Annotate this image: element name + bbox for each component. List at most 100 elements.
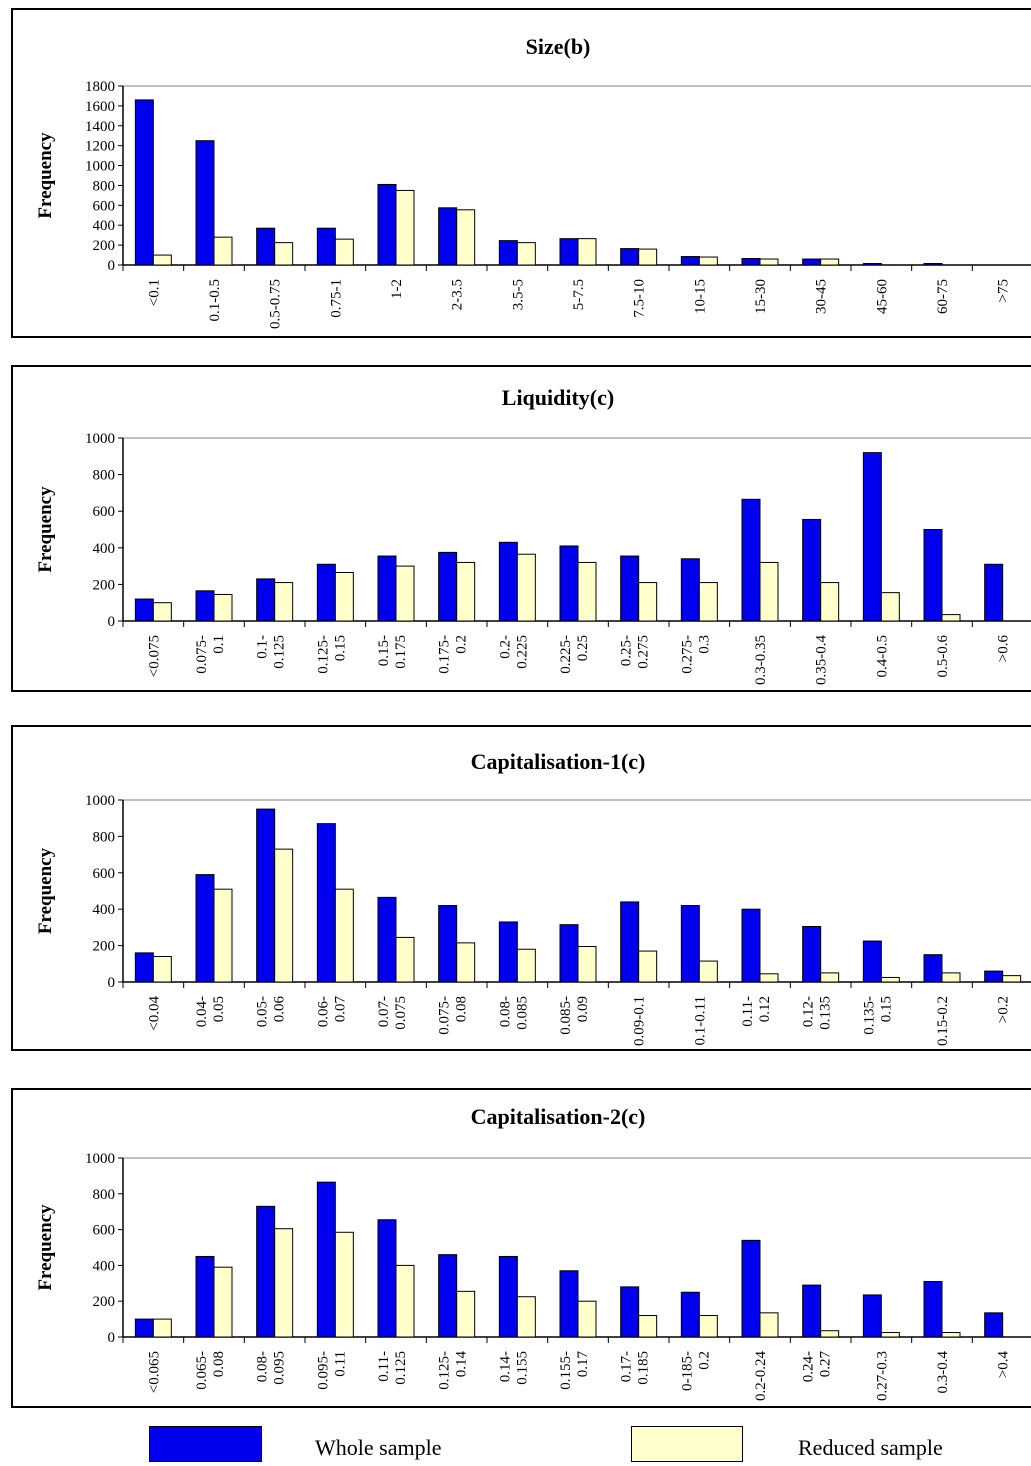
x-tick-label-0.11-0.12: 0.11-0.12	[740, 996, 773, 1027]
x-tick-label-0.12-0.135: 0.12-0.135	[801, 996, 834, 1030]
bar-reduced-0.075-0.1	[213, 593, 233, 622]
bar-reduced-10-15	[698, 256, 718, 266]
chart-title: Liquidity(c)	[502, 385, 614, 410]
y-tick-label-1000: 1000	[85, 793, 115, 809]
bar-reduced-0.1	[152, 254, 172, 266]
bar-reduced-0.2	[1002, 975, 1022, 983]
bar-whole-0.08-0.085	[498, 921, 518, 983]
bar-whole-0.065	[134, 1318, 154, 1338]
bar-reduced-0.08-0.085	[516, 948, 536, 983]
x-tick-label-0.5-0.6: 0.5-0.6	[935, 635, 951, 678]
bar-reduced-0.04	[152, 956, 172, 983]
bar-whole-0.14-0.155	[498, 1255, 518, 1338]
bar-reduced-3.5-5	[516, 242, 536, 266]
bar-whole-7.5-10	[620, 248, 640, 266]
y-tick-label-1600: 1600	[85, 99, 115, 115]
bar-whole-0.3-0.4	[923, 1281, 943, 1338]
x-tick-label-0.075-0.1: 0.075-0.1	[194, 635, 227, 674]
y-tick-label-800: 800	[93, 468, 116, 484]
x-tick-label-0.4: >0.4	[996, 1351, 1012, 1379]
x-tick-label-0.075: <0.075	[146, 635, 162, 677]
y-tick-label-0: 0	[108, 1330, 116, 1346]
bar-reduced-0.06-0.07	[334, 888, 354, 983]
legend-label-reduced-sample: Reduced sample	[798, 1435, 943, 1460]
x-tick-label-0.6: >0.6	[996, 635, 1012, 663]
bar-reduced-0.14-0.155	[516, 1296, 536, 1338]
x-tick-label-0.095-0.11: 0.095-0.11	[315, 1351, 348, 1390]
bar-whole-3.5-5	[498, 240, 518, 266]
bar-reduced-0.275-0.3	[698, 582, 718, 622]
x-tick-label-0.3-0.35: 0.3-0.35	[753, 635, 769, 685]
bar-reduced-0.075	[152, 602, 172, 622]
y-tick-label-800: 800	[93, 829, 116, 845]
bar-reduced-0.065-0.08	[213, 1266, 233, 1338]
y-tick-label-200: 200	[93, 939, 116, 955]
y-tick-label-600: 600	[93, 1223, 116, 1239]
bar-whole-0.4-0.5	[862, 452, 882, 622]
bar-reduced-0.065	[152, 1318, 172, 1338]
x-tick-label-5-7.5: 5-7.5	[571, 279, 587, 310]
bar-whole-0.125-0.15	[316, 563, 336, 622]
bar-reduced-0.75-1	[334, 238, 354, 266]
bar-whole-0.09-0.1	[620, 901, 640, 983]
chart-title: Capitalisation-2(c)	[471, 1104, 646, 1129]
bar-reduced-0.15-0.2	[941, 972, 961, 983]
y-tick-label-1400: 1400	[85, 119, 115, 135]
x-tick-label-0-185-0.2: 0-185-0.2	[679, 1351, 712, 1391]
x-tick-label-0.5-0.75: 0.5-0.75	[268, 279, 284, 329]
bar-whole-0.35-0.4	[802, 518, 822, 622]
bar-reduced-0.085-0.09	[577, 946, 597, 983]
bar-whole-45-60	[862, 263, 882, 266]
y-axis-label: Frequency	[35, 486, 56, 573]
bar-reduced-0.25-0.275	[638, 582, 658, 622]
x-tick-label-0.06-0.07: 0.06-0.07	[315, 996, 348, 1028]
x-tick-label-0.09-0.1: 0.09-0.1	[632, 996, 648, 1046]
bar-reduced-1-2	[395, 189, 415, 266]
bar-whole-1-2	[377, 183, 397, 266]
y-axis-label: Frequency	[35, 132, 56, 219]
x-tick-label-0.125-0.15: 0.125-0.15	[315, 635, 348, 674]
bar-reduced-0.05-0.06	[274, 848, 294, 983]
bar-reduced-0.125-0.15	[334, 572, 354, 622]
x-tick-label-0.2: >0.2	[996, 996, 1012, 1023]
bar-reduced-0.3-0.35	[759, 561, 779, 622]
bar-reduced-0.09-0.1	[638, 950, 658, 983]
bar-whole-0.07-0.075	[377, 896, 397, 983]
bar-whole-0.11-0.12	[741, 908, 761, 983]
x-tick-label-0.065-0.08: 0.065-0.08	[194, 1351, 227, 1390]
bar-reduced-5-7.5	[577, 238, 597, 266]
legend-swatch-reduced-sample	[631, 1426, 743, 1462]
x-tick-label-30-45: 30-45	[814, 279, 830, 314]
bar-whole-0.2-0.24	[741, 1239, 761, 1338]
bar-reduced-0.2-0.24	[759, 1312, 779, 1338]
y-tick-label-600: 600	[93, 866, 116, 882]
bar-reduced-0.08-0.095	[274, 1228, 294, 1338]
chart-liquidity: Liquidity(c) Frequency 0 200 400 600 800 1000 <0…	[35, 385, 1031, 685]
x-tick-label-0.135-0.15: 0.135-0.15	[861, 996, 894, 1035]
x-tick-label-0.15-0.2: 0.15-0.2	[935, 996, 951, 1046]
x-tick-label-0.04-0.05: 0.04-0.05	[194, 996, 227, 1027]
x-tick-label-0.1-0.5: 0.1-0.5	[207, 279, 223, 322]
bar-whole-0.24-0.27	[802, 1284, 822, 1338]
bar-reduced-30-45	[820, 258, 840, 266]
x-tick-label-0.3-0.4: 0.3-0.4	[935, 1351, 951, 1394]
bar-reduced-0.225-0.25	[577, 561, 597, 622]
bar-whole-0.275-0.3	[680, 558, 700, 622]
y-tick-label-1200: 1200	[85, 139, 115, 155]
bar-whole-0.1-0.125	[256, 578, 276, 622]
y-tick-label-1800: 1800	[85, 79, 115, 95]
bar-reduced-0.1-0.5	[213, 236, 233, 266]
x-tick-label-0.08-0.095: 0.08-0.095	[255, 1351, 288, 1385]
x-tick-label-0.24-0.27: 0.24-0.27	[801, 1351, 834, 1383]
bar-whole-0.4	[984, 1312, 1004, 1338]
bar-whole-0.04	[134, 952, 154, 983]
x-tick-label-0.1: <0.1	[146, 279, 162, 306]
bar-whole-2-3.5	[438, 207, 458, 266]
y-axis-label: Frequency	[35, 847, 56, 934]
bar-whole-0.75-1	[316, 227, 336, 266]
chart-title: Size(b)	[526, 34, 591, 59]
x-tick-label-15-30: 15-30	[753, 279, 769, 314]
x-tick-label-0.35-0.4: 0.35-0.4	[814, 635, 830, 685]
bar-reduced-0.075-0.08	[456, 942, 476, 983]
bar-reduced-0.17-0.185	[638, 1315, 658, 1338]
